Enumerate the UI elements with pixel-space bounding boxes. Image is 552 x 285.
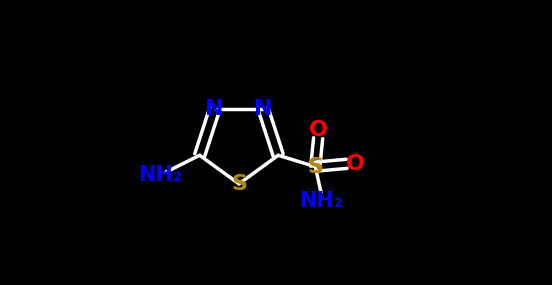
- Text: N: N: [205, 99, 224, 119]
- Text: N: N: [254, 99, 273, 119]
- Text: O: O: [346, 154, 365, 174]
- Text: NH₂: NH₂: [138, 165, 182, 185]
- Text: NH₂: NH₂: [299, 191, 343, 211]
- Text: S: S: [231, 174, 247, 194]
- Text: S: S: [307, 157, 323, 177]
- Text: O: O: [309, 120, 328, 140]
